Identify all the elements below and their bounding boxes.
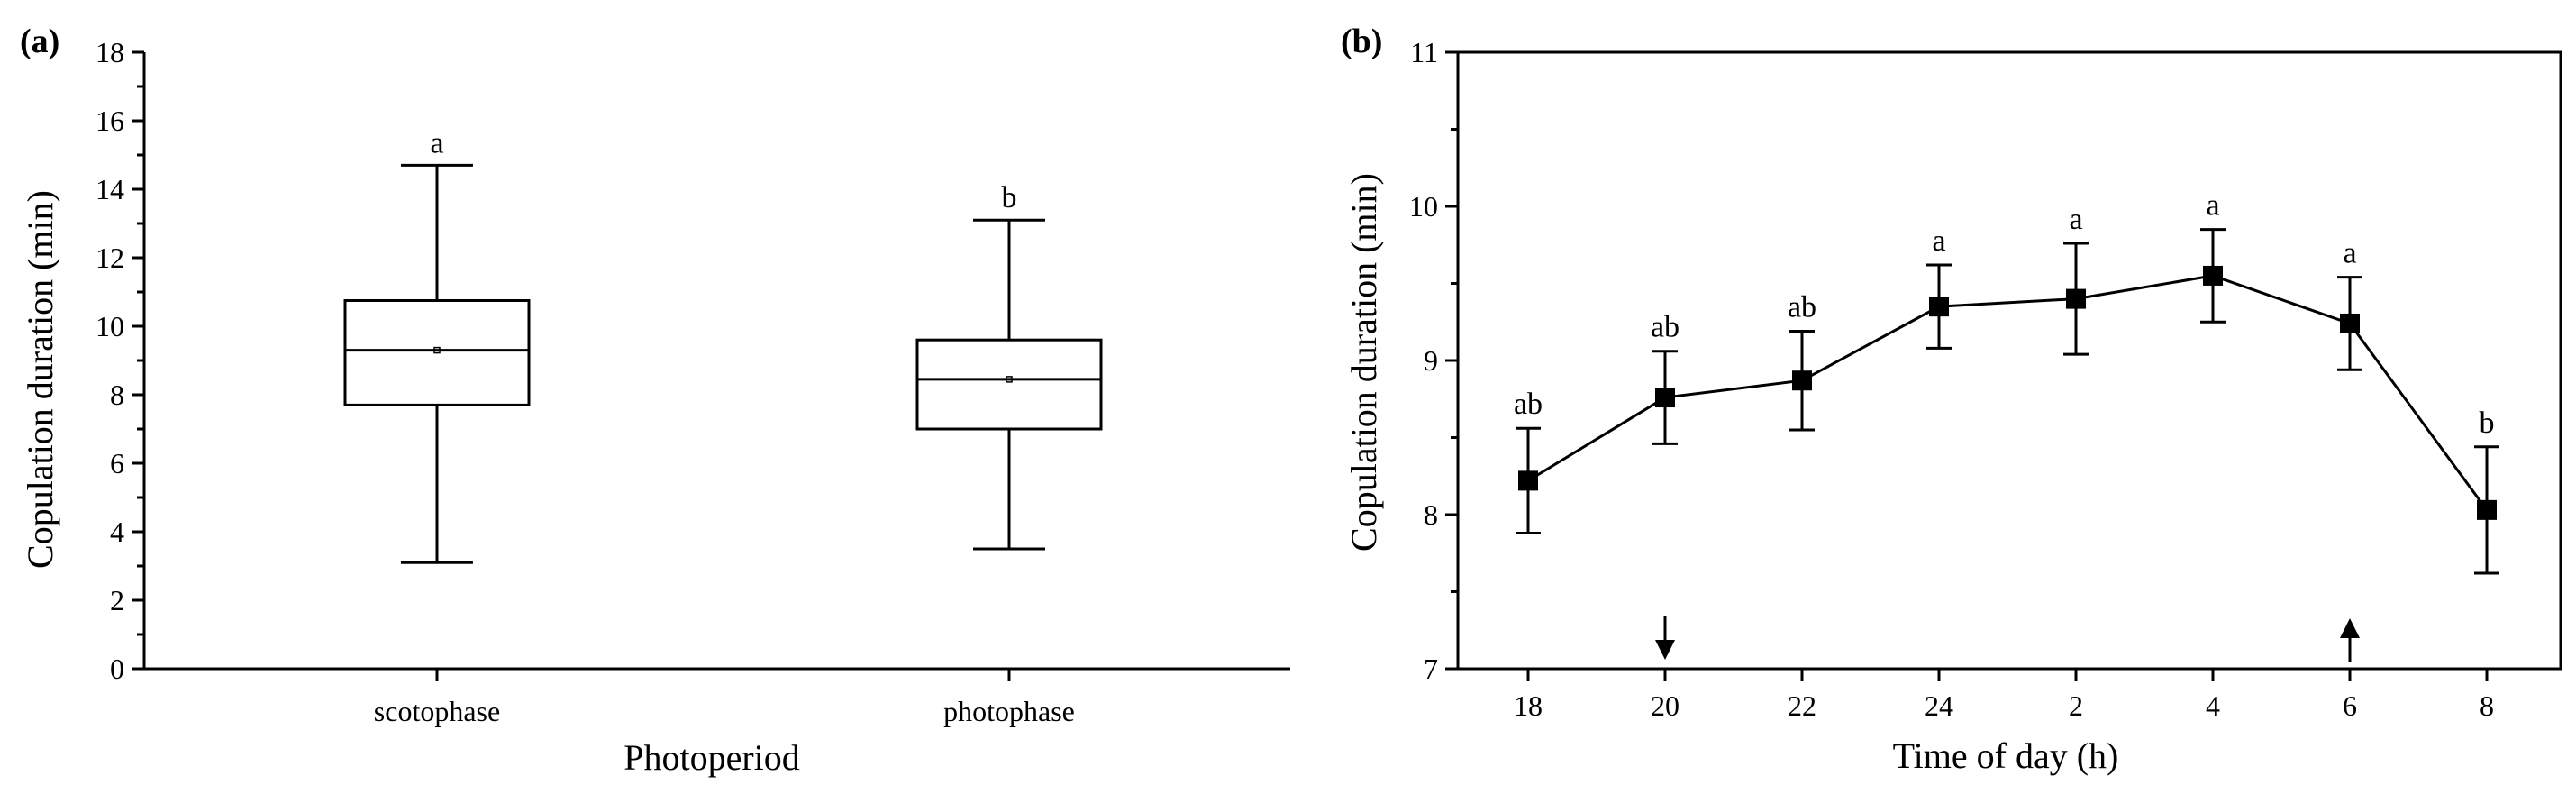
y-tick-label-a: 4: [110, 516, 124, 548]
box-plot-panel: (a) Copulation duration (min) Photoperio…: [20, 23, 1290, 778]
arrow-up-icon: [2340, 618, 2360, 638]
x-tick-label-b: 20: [1651, 689, 1679, 722]
y-ticks-b: 7 8 9 10 11: [1409, 36, 1458, 685]
y-tick-label-b: 11: [1410, 36, 1438, 68]
x-ticks-a: scotophase photophase: [374, 669, 1075, 727]
significance-letter-b: ab: [1788, 291, 1816, 324]
significance-letter-b: ab: [1651, 311, 1679, 344]
x-tick-label-a: scotophase: [374, 695, 500, 727]
y-tick-label-a: 6: [110, 447, 124, 479]
x-tick-label-b: 22: [1788, 689, 1816, 722]
significance-letter-b: a: [1932, 224, 1945, 258]
x-ticks-b: 18 20 22 24 2 4 6 8: [1514, 669, 2494, 722]
arrow-down-icon: [1655, 640, 1675, 660]
x-axis-title-a: Photoperiod: [624, 737, 800, 778]
y-tick-label-b: 8: [1424, 498, 1438, 531]
x-axis-title-b: Time of day (h): [1893, 735, 2119, 776]
significance-letter-b: a: [2343, 237, 2356, 270]
y-tick-label-a: 14: [96, 173, 124, 205]
x-tick-label-b: 18: [1514, 689, 1543, 722]
y-axis-title-b: Copulation duration (min): [1343, 173, 1384, 552]
boxes-a: ab: [343, 126, 1103, 564]
significance-letter-a: a: [430, 126, 443, 160]
box-mean-marker: [1006, 376, 1013, 383]
x-tick-label-a: photophase: [943, 695, 1075, 727]
series-line: [1527, 274, 2489, 511]
data-point: [1655, 388, 1675, 408]
y-ticks-a: 0 2 4 6 8 10 12 14 16 18: [96, 36, 144, 685]
panel-label-a: (a): [20, 23, 59, 60]
box-iqr: [343, 299, 531, 406]
y-tick-label-b: 9: [1424, 344, 1438, 377]
data-point: [2066, 288, 2086, 309]
box-mean-marker: [433, 346, 441, 354]
data-point: [2340, 313, 2360, 333]
x-tick-label-b: 4: [2206, 689, 2220, 722]
panel-label-b: (b): [1341, 23, 1382, 60]
y-tick-label-b: 7: [1424, 653, 1438, 685]
x-tick-label-b: 2: [2069, 689, 2083, 722]
y-tick-label-a: 10: [96, 310, 124, 342]
y-tick-label-a: 8: [110, 379, 124, 411]
data-point: [2477, 499, 2497, 520]
x-tick-label-b: 24: [1925, 689, 1953, 722]
y-tick-label-a: 12: [96, 242, 124, 274]
y-tick-label-a: 16: [96, 105, 124, 137]
data-point: [2203, 265, 2223, 286]
line-plot-panel: (b) Copulation duration (min) Time of da…: [1341, 23, 2562, 776]
x-tick-label-b: 8: [2480, 689, 2494, 722]
axes-a: [142, 52, 1290, 671]
box-iqr: [915, 338, 1103, 431]
plot-frame-b: [1456, 50, 2562, 671]
y-tick-label-b: 10: [1409, 190, 1438, 223]
y-tick-label-a: 2: [110, 584, 124, 616]
data-point: [1792, 370, 1812, 391]
x-tick-label-b: 6: [2343, 689, 2357, 722]
y-tick-label-a: 18: [96, 36, 124, 68]
significance-letter-b: b: [2480, 406, 2495, 440]
significance-letter-a: b: [1002, 181, 1017, 214]
data-point: [1929, 297, 1949, 317]
axes-b: [1456, 50, 2562, 671]
y-tick-label-a: 0: [110, 653, 124, 685]
data-point: [1518, 470, 1538, 491]
significance-letter-b: a: [2069, 203, 2082, 236]
y-axis-title-a: Copulation duration (min): [20, 190, 60, 569]
significance-letter-b: a: [2206, 189, 2219, 223]
significance-letter-b: ab: [1514, 388, 1543, 421]
